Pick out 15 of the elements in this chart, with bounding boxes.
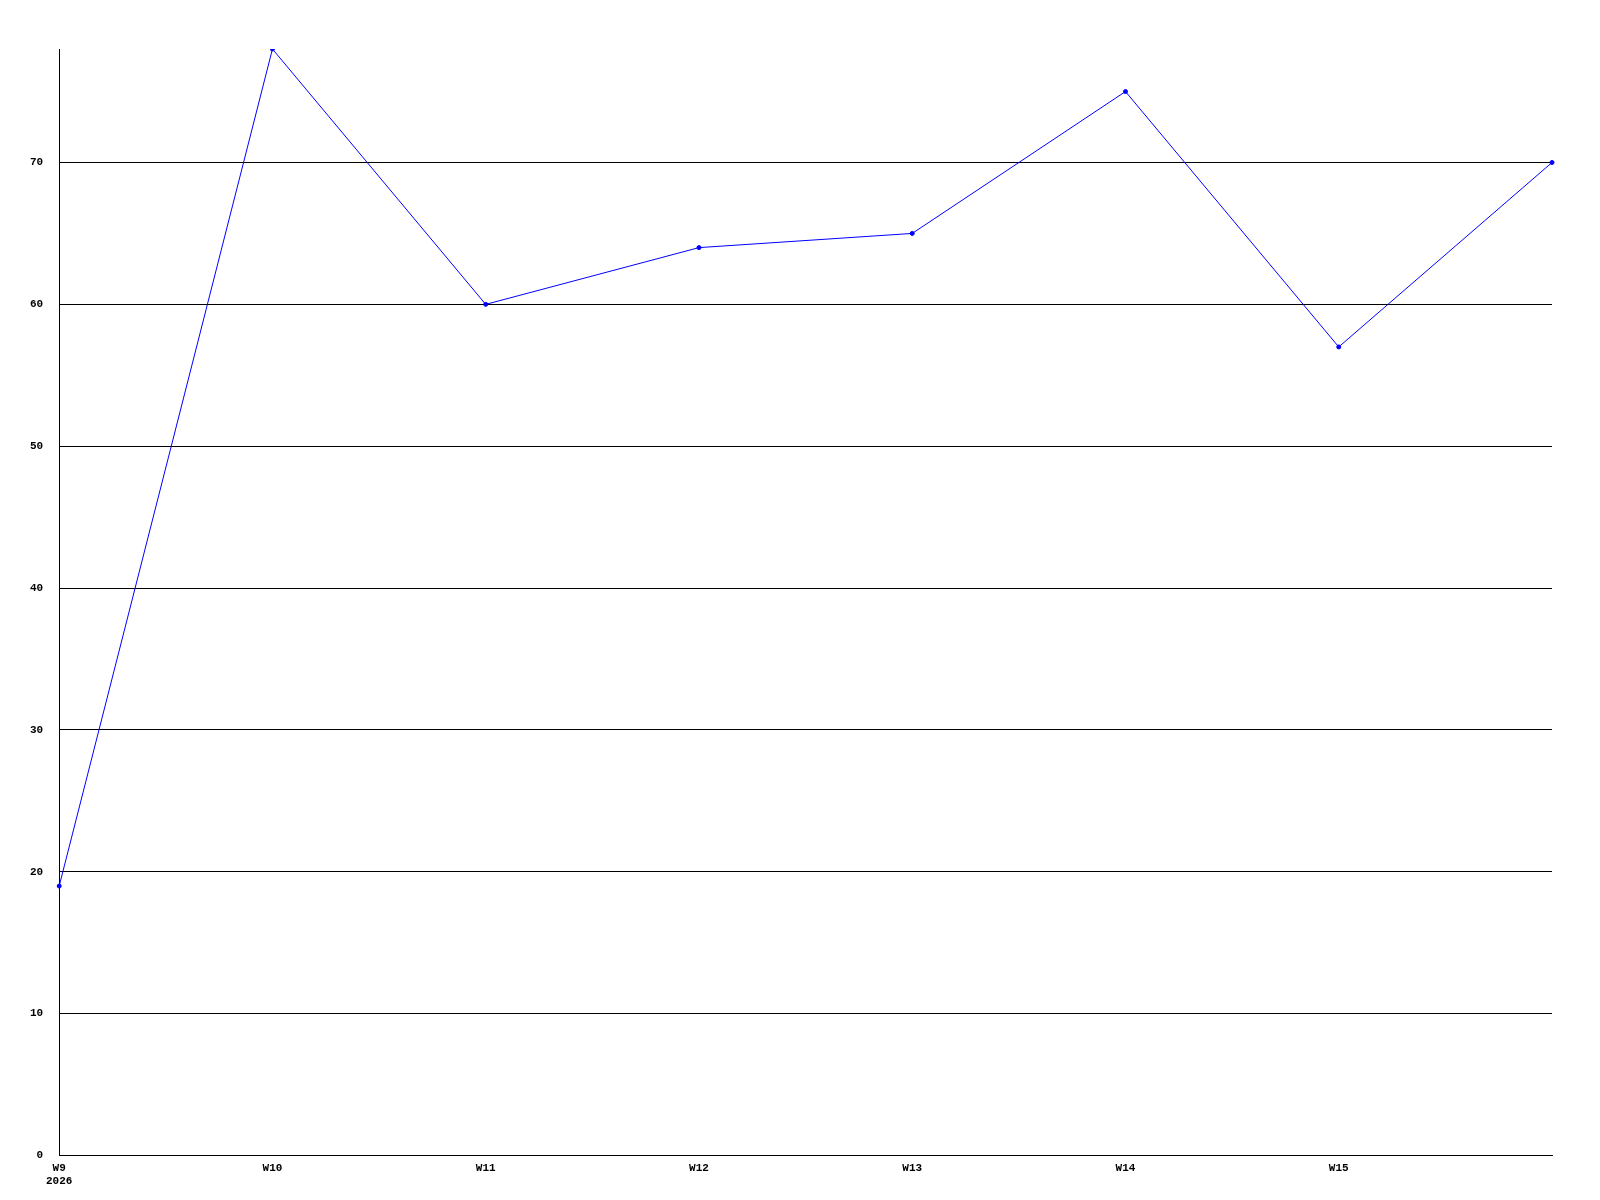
y-tick-label: 50	[30, 440, 44, 453]
x-tick-label: W14	[1115, 1161, 1136, 1174]
x-tick-label: W9 2026	[46, 1161, 73, 1188]
y-tick-label: 30	[30, 723, 44, 736]
y-tick-label: 20	[30, 865, 44, 878]
x-tick-label: W13	[902, 1161, 923, 1174]
x-tick-label: W12	[689, 1161, 709, 1174]
x-tick-label: W10	[262, 1161, 283, 1174]
y-tick-label: 60	[30, 298, 44, 311]
x-tick-label: W15	[1328, 1161, 1350, 1174]
y-tick-label: 70	[30, 156, 44, 169]
y-tick-label: 10	[30, 1007, 44, 1020]
x-tick-label: W11	[475, 1161, 497, 1174]
y-tick-label: 0	[36, 1149, 44, 1162]
y-tick-label: 40	[30, 581, 44, 594]
